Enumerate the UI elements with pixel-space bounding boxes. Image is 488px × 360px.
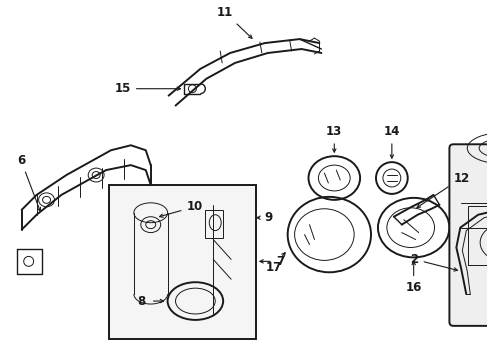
- Text: 3: 3: [0, 359, 1, 360]
- Bar: [109, 185, 255, 339]
- Text: 5: 5: [0, 359, 1, 360]
- Text: 17: 17: [265, 253, 285, 274]
- Text: 14: 14: [383, 125, 399, 158]
- Text: 6: 6: [17, 154, 41, 211]
- Text: 16: 16: [405, 261, 421, 294]
- Text: 2: 2: [410, 253, 456, 271]
- Text: 8: 8: [137, 294, 145, 307]
- Text: 11: 11: [217, 6, 251, 38]
- Text: 15: 15: [114, 82, 180, 95]
- FancyBboxPatch shape: [448, 144, 488, 326]
- Text: 10: 10: [159, 200, 203, 217]
- Text: 7: 7: [260, 255, 284, 268]
- Text: 9: 9: [256, 211, 272, 224]
- Text: 13: 13: [325, 125, 342, 152]
- Text: 4: 4: [0, 359, 1, 360]
- Text: 18: 18: [0, 359, 1, 360]
- Bar: [468, 206, 488, 265]
- Text: 12: 12: [416, 171, 468, 208]
- Text: 5: 5: [0, 359, 1, 360]
- Text: 1: 1: [0, 359, 1, 360]
- Bar: [205, 210, 223, 238]
